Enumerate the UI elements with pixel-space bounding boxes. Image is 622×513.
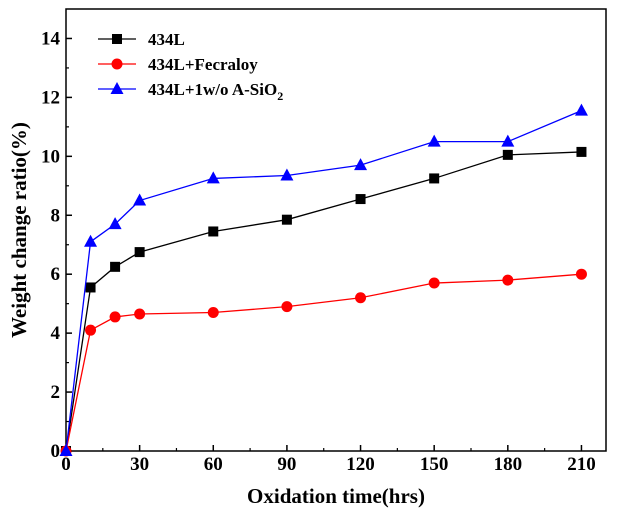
y-tick-label: 10 — [41, 146, 60, 167]
data-point — [59, 444, 73, 456]
data-point — [280, 168, 294, 181]
series-line — [65, 151, 582, 452]
y-tick-label: 6 — [51, 264, 61, 285]
data-point — [110, 261, 121, 272]
legend-label: 434L — [148, 30, 185, 49]
data-point — [576, 146, 587, 157]
data-point — [574, 103, 588, 116]
series-line — [65, 273, 582, 452]
y-tick-label: 0 — [51, 441, 61, 462]
legend-label: 434L+Fecraloy — [148, 55, 258, 74]
legend-item: 434L+1w/o A-SiO2 — [98, 80, 283, 103]
y-tick-label: 2 — [51, 382, 61, 403]
y-tick-label: 12 — [41, 87, 60, 108]
series-layer — [59, 103, 588, 457]
data-point — [208, 226, 219, 237]
data-point — [281, 214, 292, 225]
x-tick-label: 210 — [567, 454, 596, 475]
data-point — [134, 308, 146, 320]
x-tick-label: 180 — [494, 454, 523, 475]
data-point — [85, 282, 96, 293]
x-tick-label: 150 — [420, 454, 449, 475]
data-point — [84, 234, 98, 247]
legend-item: 434L+Fecraloy — [98, 55, 258, 74]
x-tick-label: 0 — [61, 454, 71, 475]
data-point — [355, 292, 367, 304]
data-point — [354, 158, 368, 171]
series-0 — [61, 146, 587, 456]
y-tick-label: 8 — [51, 205, 61, 226]
data-point — [575, 268, 587, 280]
legend-marker — [111, 58, 123, 70]
series-1 — [60, 268, 587, 457]
legend-label: 434L+1w/o A-SiO2 — [148, 80, 283, 103]
data-point — [502, 149, 513, 160]
data-point — [502, 274, 514, 286]
data-point — [355, 194, 366, 205]
data-point — [207, 307, 219, 319]
x-axis-title: Oxidation time(hrs) — [247, 484, 425, 508]
x-tick-label: 90 — [277, 454, 296, 475]
legend-marker — [112, 34, 122, 44]
data-point — [429, 173, 440, 184]
y-tick-label: 4 — [51, 323, 61, 344]
data-point — [134, 247, 145, 258]
data-point — [428, 277, 440, 289]
plot-frame — [65, 8, 607, 452]
data-point — [85, 324, 97, 336]
data-point — [427, 134, 441, 147]
legend-item: 434L — [98, 30, 185, 49]
data-point — [133, 193, 147, 206]
data-point — [206, 171, 220, 184]
y-tick-label: 14 — [41, 28, 61, 49]
legend: 434L 434L+Fecraloy 434L+1w/o A-SiO2 — [98, 30, 283, 103]
x-tick-label: 30 — [130, 454, 149, 475]
x-tick-label: 120 — [346, 454, 375, 475]
series-2 — [59, 103, 588, 456]
data-point — [109, 311, 121, 323]
x-tick-label: 60 — [204, 454, 223, 475]
x-axis: 0 30 60 90 120 150 180 210 — [61, 445, 596, 475]
data-point — [108, 217, 122, 230]
series-line — [65, 110, 582, 452]
legend-marker — [110, 82, 124, 94]
y-axis-title: Weight change ratio(%) — [7, 122, 31, 338]
y-axis: 0 2 4 6 8 10 12 14 — [41, 28, 72, 462]
data-point — [281, 301, 293, 313]
data-point — [501, 134, 515, 147]
